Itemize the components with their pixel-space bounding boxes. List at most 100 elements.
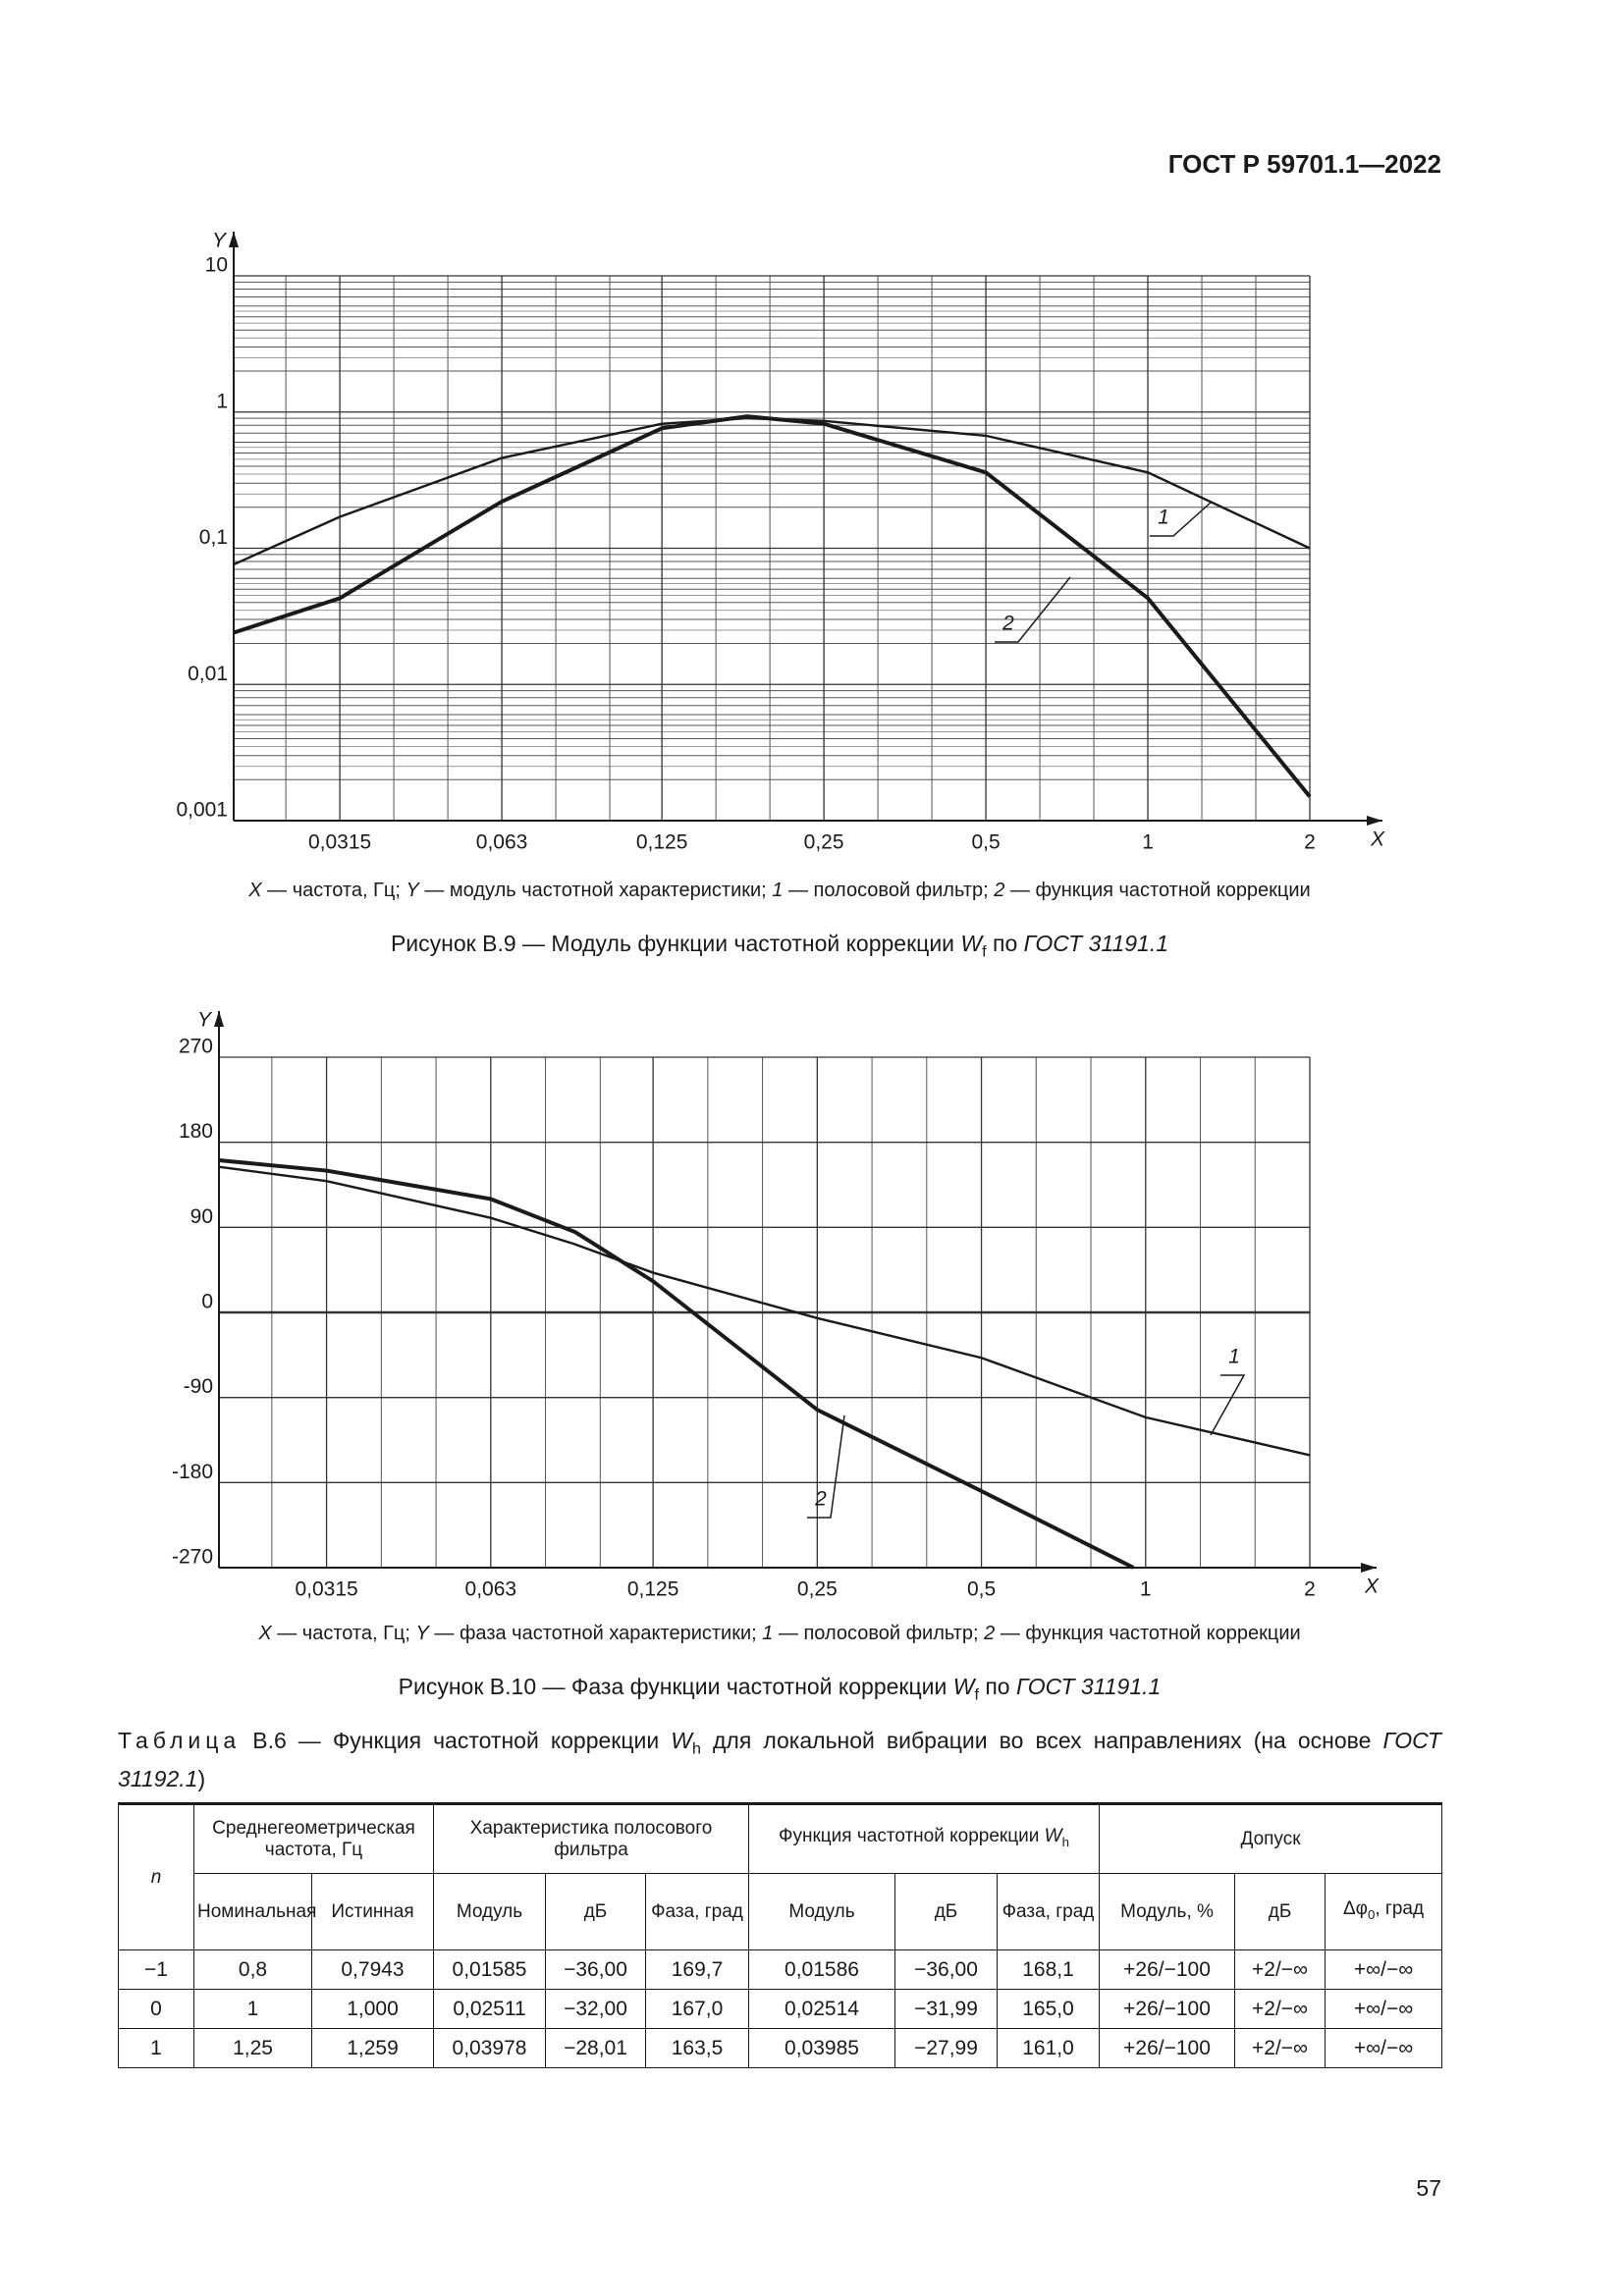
- y-tick-label: 0,01: [188, 663, 228, 685]
- table-cell: 165,0: [996, 1989, 1101, 2029]
- key-text: — частота, Гц;: [271, 1623, 416, 1644]
- header-cell: Модуль: [748, 1873, 895, 1950]
- table-cell: +26/−100: [1099, 1949, 1236, 1990]
- caption-symbol: W: [671, 1728, 692, 1753]
- header-cell: Фаза, град: [645, 1873, 749, 1950]
- series-line: [233, 414, 1312, 798]
- table-cell: 0,8: [193, 1949, 312, 1990]
- x-tick-label: 1: [1142, 831, 1154, 854]
- series-line: [218, 1157, 1135, 1570]
- caption-reference: ГОСТ 31191.1: [1015, 1674, 1162, 1699]
- caption-subscript: f: [982, 942, 987, 961]
- table-cell: −36,00: [545, 1949, 646, 1990]
- y-tick-label: 10: [205, 254, 228, 277]
- caption-text: В.6 — Функция частотной коррекции: [241, 1728, 672, 1753]
- x-tick-label: 0,125: [636, 831, 688, 854]
- key-text: — фаза частотной характеристики;: [428, 1623, 763, 1644]
- table-cell: +26/−100: [1099, 2028, 1236, 2068]
- header-cell: Модуль: [433, 1873, 546, 1950]
- label-leader: [807, 1415, 845, 1519]
- x-axis-label: X: [1370, 828, 1385, 851]
- header-cell: Истинная: [311, 1873, 434, 1950]
- x-tick-label: 1: [1140, 1578, 1152, 1601]
- header-cell: Модуль, %: [1099, 1873, 1236, 1950]
- table-row: 0 1 1,000 0,02511 −32,00 167,0 0,02514 −31,99 16…: [118, 1989, 1443, 2029]
- header-title: ГОСТ Р 59701.1—2022: [1167, 149, 1441, 179]
- header-subscript: h: [1061, 1834, 1069, 1849]
- y-tick-label: -90: [184, 1375, 213, 1398]
- header-cell: Δφ0, град: [1325, 1873, 1443, 1950]
- key-text: 2: [994, 880, 1005, 901]
- y-tick-label: 0: [201, 1291, 213, 1313]
- y-axis-arrow: [214, 1011, 224, 1027]
- key-text: X: [248, 880, 262, 901]
- table-cell: −31,99: [894, 1989, 998, 2029]
- x-tick-label: 0,0315: [295, 1578, 357, 1601]
- header-cell: дБ: [894, 1873, 998, 1950]
- x-tick-label: 2: [1304, 831, 1316, 854]
- series-line: [218, 1165, 1311, 1457]
- table-cell: 169,7: [645, 1949, 749, 1990]
- x-tick-label: 0,0315: [308, 831, 371, 854]
- x-tick-label: 0,25: [804, 831, 844, 854]
- table-cell: 0,03978: [433, 2028, 546, 2068]
- table: n Среднегеометрическая частота, Гц Харак…: [118, 1802, 1443, 2068]
- table-cell: 1,000: [311, 1989, 434, 2029]
- table-cell: −28,01: [545, 2028, 646, 2068]
- key-text: — полосовой фильтр;: [773, 1623, 985, 1644]
- key-text: 1: [772, 880, 784, 901]
- page-number: 57: [1416, 2175, 1441, 2201]
- caption-subscript: f: [974, 1685, 979, 1704]
- header-cell: Фаза, град: [996, 1873, 1101, 1950]
- y-tick-label: 180: [179, 1120, 213, 1143]
- x-tick-label: 0,25: [797, 1578, 838, 1601]
- key-text: — частота, Гц;: [261, 880, 406, 901]
- table-cell: −32,00: [545, 1989, 646, 2029]
- header-cell: Номинальная: [193, 1873, 316, 1950]
- table-cell: 161,0: [996, 2028, 1101, 2068]
- table-cell: 168,1: [996, 1949, 1101, 1990]
- caption-text: ): [197, 1765, 206, 1791]
- header-cell: n: [118, 1802, 194, 1950]
- x-tick-label: 0,5: [971, 831, 1000, 854]
- x-axis-label: X: [1364, 1575, 1380, 1598]
- y-tick-label: 0,001: [176, 799, 228, 822]
- key-text: — функция частотной коррекции: [995, 1623, 1301, 1644]
- header-cell: дБ: [545, 1873, 646, 1950]
- series-label: 1: [1158, 507, 1169, 529]
- y-axis-label: Y: [197, 1009, 213, 1032]
- table-cell: +∞/−∞: [1325, 1949, 1443, 1990]
- table-cell: 0,03985: [748, 2028, 895, 2068]
- caption-text: Рисунок В.9 — Модуль функции частотной к…: [390, 931, 961, 956]
- caption-text: по: [986, 931, 1024, 956]
- key-text: 1: [762, 1623, 774, 1644]
- table-cell: +26/−100: [1099, 1989, 1236, 2029]
- label-leader: [995, 576, 1071, 643]
- caption-reference: ГОСТ 31191.1: [1023, 931, 1169, 956]
- y-tick-label: 1: [216, 390, 228, 412]
- header-subscript: 0: [1367, 1906, 1376, 1922]
- table-cell: −1: [118, 1949, 194, 1990]
- table-cell: 0,02511: [433, 1989, 546, 2029]
- y-tick-label: 90: [190, 1205, 213, 1228]
- header-text: , град: [1375, 1897, 1425, 1919]
- header-symbol: W: [1044, 1825, 1062, 1846]
- y-tick-label: 270: [179, 1036, 213, 1058]
- table-cell: +∞/−∞: [1325, 1989, 1443, 2029]
- caption-text: Рисунок В.10 — Фаза функции частотной ко…: [398, 1674, 953, 1699]
- series-label: 1: [1228, 1346, 1240, 1368]
- table-cell: 0,02514: [748, 1989, 895, 2029]
- y-axis-label: Y: [212, 230, 228, 252]
- y-tick-label: 0,1: [199, 526, 228, 549]
- table-cell: 0,01586: [748, 1949, 895, 1990]
- header-cell: Функция частотной коррекции Wh: [747, 1802, 1101, 1874]
- label-leader: [1150, 502, 1212, 537]
- x-tick-label: 0,5: [967, 1578, 996, 1601]
- key-text: — функция частотной коррекции: [1004, 880, 1311, 901]
- table-cell: +2/−∞: [1234, 2028, 1326, 2068]
- table-cell: 0: [118, 1989, 194, 2029]
- caption-text: по: [978, 1674, 1016, 1699]
- table-row: 1 1,25 1,259 0,03978 −28,01 163,5 0,03985 −27,9…: [118, 2028, 1443, 2068]
